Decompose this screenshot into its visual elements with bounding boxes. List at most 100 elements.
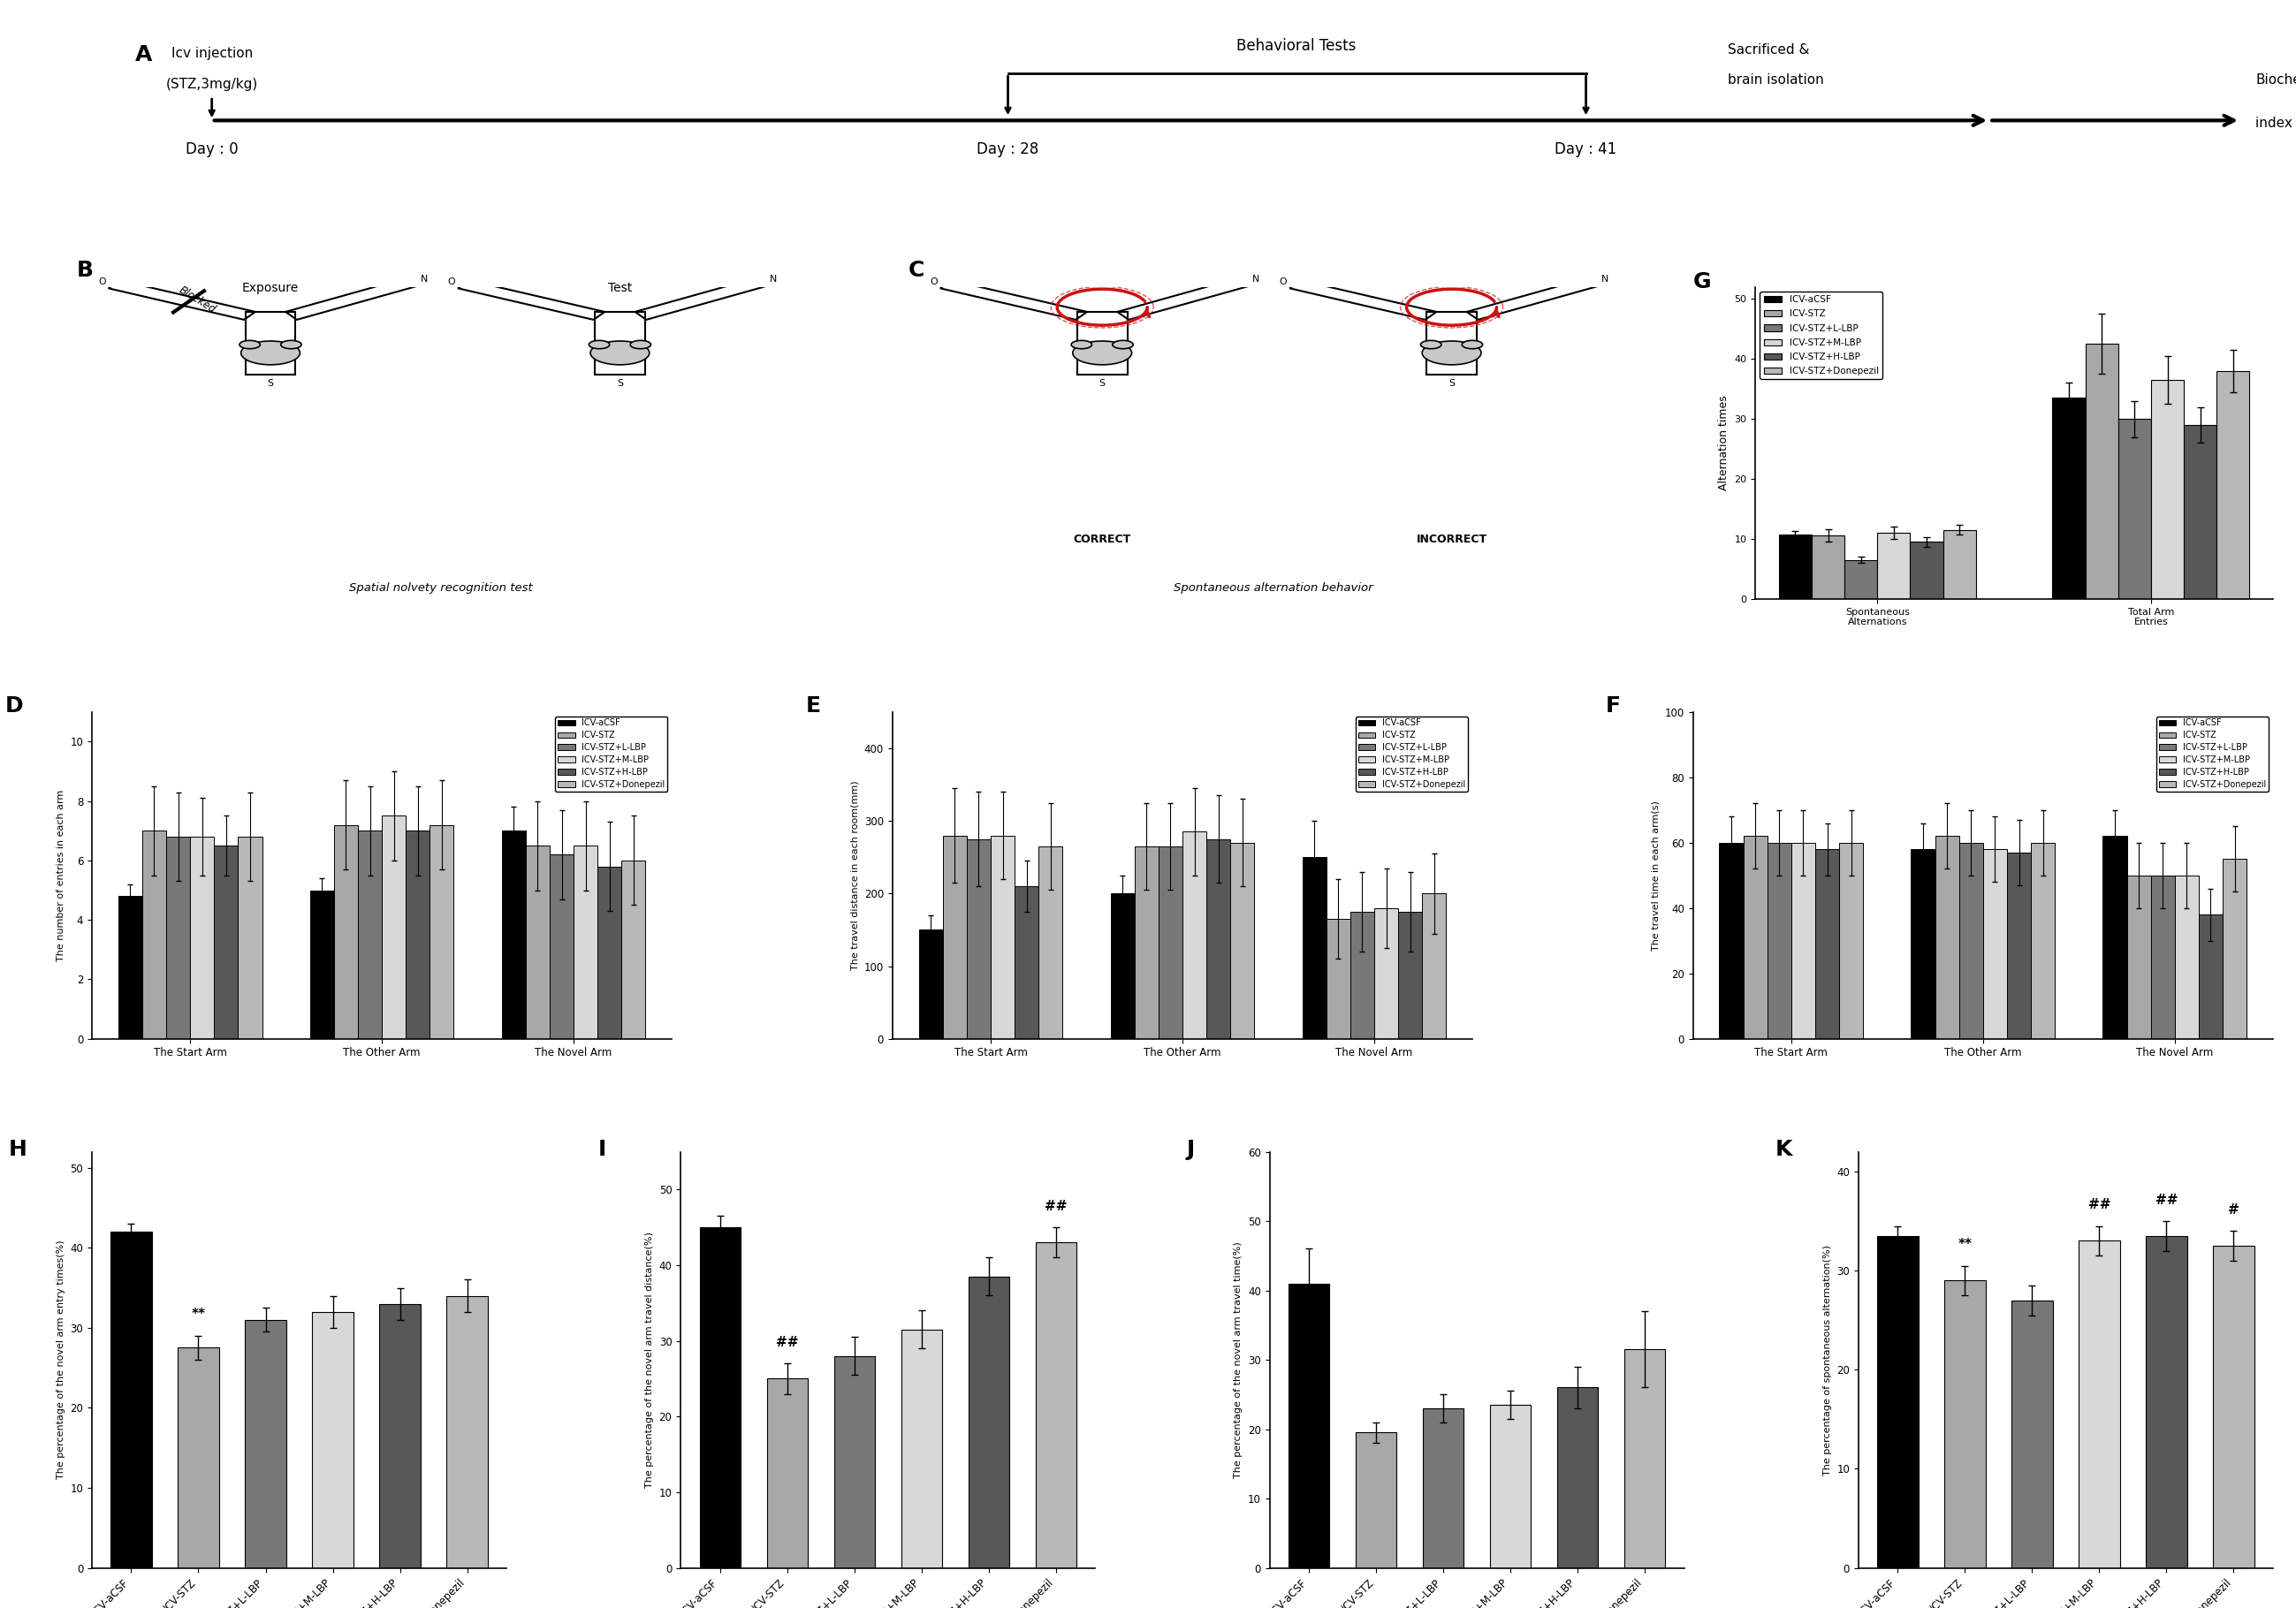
Bar: [333, 825, 358, 1039]
Bar: [381, 815, 406, 1039]
Y-axis label: The percentage of spontaneous alternation(%): The percentage of spontaneous alternatio…: [1823, 1245, 1832, 1475]
Text: O: O: [99, 277, 106, 286]
Bar: [1182, 831, 1205, 1039]
Bar: [2223, 859, 2248, 1039]
Bar: [2103, 836, 2126, 1039]
Bar: [1038, 846, 1063, 1039]
Bar: [1812, 535, 1844, 598]
Text: G: G: [1692, 272, 1711, 293]
Bar: [1816, 849, 1839, 1039]
Bar: [1159, 846, 1182, 1039]
Text: K: K: [1775, 1138, 1793, 1161]
Bar: [944, 836, 967, 1039]
Text: N: N: [420, 275, 427, 283]
Text: I: I: [597, 1138, 606, 1161]
Legend: ICV-aCSF, ICV-STZ, ICV-STZ+L-LBP, ICV-STZ+M-LBP, ICV-STZ+H-LBP, ICV-STZ+Donepezi: ICV-aCSF, ICV-STZ, ICV-STZ+L-LBP, ICV-ST…: [1355, 716, 1467, 791]
Circle shape: [280, 341, 301, 349]
Bar: [1768, 843, 1791, 1039]
Text: ##: ##: [2087, 1198, 2110, 1211]
Bar: [1355, 1433, 1396, 1568]
Text: H: H: [9, 1138, 28, 1161]
Text: ##: ##: [1045, 1200, 1068, 1212]
Bar: [406, 831, 429, 1039]
Bar: [2085, 344, 2119, 598]
Text: S: S: [618, 379, 622, 388]
Bar: [1958, 843, 1984, 1039]
Text: Biochemical: Biochemical: [2255, 74, 2296, 87]
Text: Behavioral Tests: Behavioral Tests: [1235, 37, 1355, 53]
Bar: [2119, 420, 2151, 598]
Bar: [2200, 915, 2223, 1039]
Text: Icv injection: Icv injection: [170, 47, 253, 59]
Bar: [142, 831, 165, 1039]
Legend: ICV-aCSF, ICV-STZ, ICV-STZ+L-LBP, ICV-STZ+M-LBP, ICV-STZ+H-LBP, ICV-STZ+Donepezi: ICV-aCSF, ICV-STZ, ICV-STZ+L-LBP, ICV-ST…: [1761, 291, 1883, 379]
Y-axis label: The percentage of the novel arm entry times(%): The percentage of the novel arm entry ti…: [57, 1240, 64, 1479]
Circle shape: [1421, 341, 1481, 365]
Y-axis label: The percentage of the novel arm travel time(%): The percentage of the novel arm travel t…: [1233, 1241, 1242, 1478]
Bar: [1945, 1280, 1986, 1568]
Circle shape: [1114, 341, 1134, 349]
Bar: [2078, 1241, 2119, 1568]
Bar: [967, 839, 990, 1039]
Bar: [1035, 1243, 1077, 1568]
Legend: ICV-aCSF, ICV-STZ, ICV-STZ+L-LBP, ICV-STZ+M-LBP, ICV-STZ+H-LBP, ICV-STZ+Donepezi: ICV-aCSF, ICV-STZ, ICV-STZ+L-LBP, ICV-ST…: [2156, 716, 2268, 791]
Bar: [833, 1356, 875, 1568]
Text: **: **: [1958, 1238, 1972, 1251]
Text: index detection: index detection: [2255, 116, 2296, 130]
Bar: [448, 1296, 487, 1568]
Bar: [1936, 836, 1958, 1039]
Bar: [1231, 843, 1254, 1039]
Y-axis label: The travel distance in each room(mm): The travel distance in each room(mm): [850, 780, 859, 970]
Text: ##: ##: [2156, 1193, 2177, 1206]
Bar: [379, 1304, 420, 1568]
Text: INCORRECT: INCORRECT: [1417, 534, 1488, 545]
Bar: [918, 929, 944, 1039]
Bar: [177, 1348, 218, 1568]
Text: ##: ##: [776, 1336, 799, 1349]
Bar: [1205, 839, 1231, 1039]
Bar: [1984, 849, 2007, 1039]
Bar: [1720, 843, 1743, 1039]
Bar: [1111, 894, 1134, 1039]
Text: N: N: [1600, 275, 1609, 283]
Text: Day : 28: Day : 28: [976, 142, 1040, 158]
Text: Spatial nolvety recognition test: Spatial nolvety recognition test: [349, 582, 533, 593]
Bar: [549, 854, 574, 1039]
Text: O: O: [1279, 277, 1288, 286]
Bar: [1910, 849, 1936, 1039]
Text: Test: Test: [608, 281, 631, 294]
Bar: [1424, 1409, 1465, 1568]
Text: E: E: [806, 696, 820, 717]
Bar: [969, 1277, 1010, 1568]
Circle shape: [1463, 341, 1483, 349]
Bar: [2007, 852, 2032, 1039]
Bar: [2151, 875, 2174, 1039]
Legend: ICV-aCSF, ICV-STZ, ICV-STZ+L-LBP, ICV-STZ+M-LBP, ICV-STZ+H-LBP, ICV-STZ+Donepezi: ICV-aCSF, ICV-STZ, ICV-STZ+L-LBP, ICV-ST…: [556, 716, 668, 791]
Bar: [2216, 371, 2250, 598]
Bar: [191, 836, 214, 1039]
Circle shape: [590, 341, 650, 365]
Bar: [2126, 875, 2151, 1039]
Text: N: N: [1251, 275, 1258, 283]
Y-axis label: Alternation times: Alternation times: [1717, 396, 1729, 490]
Bar: [1878, 1237, 1917, 1568]
Circle shape: [588, 341, 608, 349]
Text: (STZ,3mg/kg): (STZ,3mg/kg): [165, 77, 257, 92]
Bar: [1134, 846, 1159, 1039]
Text: Spontaneous alternation behavior: Spontaneous alternation behavior: [1173, 582, 1373, 593]
Bar: [2174, 875, 2200, 1039]
Bar: [1421, 894, 1446, 1039]
Bar: [574, 846, 597, 1039]
Bar: [2053, 397, 2085, 598]
Text: brain isolation: brain isolation: [1727, 74, 1823, 87]
Bar: [1844, 560, 1878, 598]
Bar: [2151, 379, 2183, 598]
Bar: [1288, 1283, 1329, 1568]
Bar: [1942, 531, 1977, 598]
Bar: [526, 846, 549, 1039]
Y-axis label: The number of entries in each arm: The number of entries in each arm: [57, 790, 64, 962]
Text: Sacrificed &: Sacrificed &: [1727, 43, 1809, 56]
Bar: [1350, 912, 1375, 1039]
Text: Day : 0: Day : 0: [186, 142, 239, 158]
Bar: [310, 891, 333, 1039]
